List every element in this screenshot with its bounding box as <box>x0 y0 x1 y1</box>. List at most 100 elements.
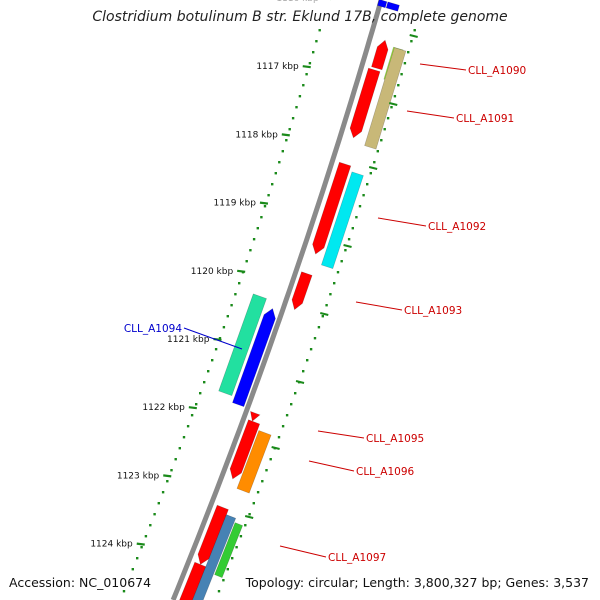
inner-gc-dot <box>305 73 308 76</box>
leader-CLL_A1097 <box>279 545 327 558</box>
gene-label-CLL_A1093[interactable]: CLL_A1093 <box>404 305 462 317</box>
kbp-ticks: 1116 kbp 1117 kbp 1118 kbp 1119 kbp 1120 kbp… <box>90 0 418 550</box>
outer-gc-dot <box>217 590 221 593</box>
inner-gc-dot <box>252 238 256 241</box>
genome-summary-text: Topology: circular; Length: 3,800,327 bp… <box>245 575 589 590</box>
kbp-tick <box>188 406 197 410</box>
kbp-tick <box>237 269 246 273</box>
outer-gc-dot <box>235 546 238 549</box>
outer-tick <box>244 515 254 519</box>
inner-gc-dot <box>312 51 315 54</box>
outer-gc-dot <box>413 29 416 32</box>
inner-gc-dot <box>318 29 321 32</box>
cog-bar-green <box>214 522 243 578</box>
kbp-tick-label: 1122 kbp <box>142 403 185 413</box>
inner-gc-dot <box>218 337 222 340</box>
leader-CLL_A1096 <box>308 460 355 472</box>
inner-gc-dot <box>238 282 241 285</box>
outer-gc-dot <box>231 557 234 560</box>
inner-gc-dot <box>122 590 126 593</box>
outer-gc-dot <box>407 51 410 54</box>
inner-gc-dot <box>178 447 181 450</box>
gc-dot-tracks <box>122 29 416 593</box>
inner-gc-dot <box>230 304 233 307</box>
inner-gc-dot <box>222 326 226 329</box>
inner-gc-dot <box>278 161 281 164</box>
outer-gc-dot <box>386 117 390 120</box>
cds-CLL_A1093 <box>291 271 313 311</box>
outer-gc-dot <box>317 326 321 329</box>
gene-label-CLL_A1094[interactable]: CLL_A1094 <box>124 323 183 335</box>
outer-gc-dot <box>269 458 272 461</box>
feature-tracks <box>179 0 407 600</box>
outer-gc-dot <box>294 392 297 395</box>
inner-gc-dot <box>140 546 143 549</box>
leader-CLL_A1092 <box>377 217 427 227</box>
kbp-tick <box>281 133 290 137</box>
outer-tick <box>320 312 329 316</box>
outer-gc-dot <box>244 524 247 527</box>
outer-gc-dot <box>226 568 229 571</box>
outer-gc-dot <box>366 183 369 186</box>
inner-gc-dot <box>315 40 318 43</box>
outer-gc-dot <box>351 227 354 230</box>
outer-gc-dot <box>321 315 324 318</box>
inner-gc-dot <box>281 150 284 153</box>
inner-gc-dot <box>308 62 312 65</box>
inner-gc-dot <box>186 425 190 428</box>
cds-bottom <box>179 561 207 600</box>
cds-CLL_A1090 <box>371 39 389 71</box>
gene-label-CLL_A1095[interactable]: CLL_A1095 <box>366 433 424 445</box>
outer-gc-dot <box>256 491 260 494</box>
outer-gc-dot <box>403 62 407 65</box>
gene-label-CLL_A1097[interactable]: CLL_A1097 <box>328 552 386 564</box>
inner-gc-dot <box>195 403 198 406</box>
gene-label-CLL_A1091[interactable]: CLL_A1091 <box>456 113 514 125</box>
outer-gc-dot <box>222 579 225 582</box>
inner-gc-dot <box>131 568 134 571</box>
kbp-tick-label: 1123 kbp <box>117 471 160 481</box>
outer-tick <box>368 166 378 170</box>
outer-gc-dot <box>290 403 293 406</box>
cds-CLL_A1092 <box>312 161 352 255</box>
outer-gc-dot <box>344 249 347 252</box>
cog-bar-orange <box>236 430 272 494</box>
outer-gc-dot <box>400 73 403 76</box>
gene-label-CLL_A1096[interactable]: CLL_A1096 <box>356 466 415 478</box>
kbp-tick-label: 1117 kbp <box>256 62 299 72</box>
gene-label-CLL_A1090[interactable]: CLL_A1090 <box>468 65 526 77</box>
accession-text: Accession: NC_010674 <box>9 575 152 590</box>
outer-gc-dot <box>306 359 309 362</box>
kbp-tick-label: 1116 kbp <box>276 0 319 4</box>
inner-gc-dot <box>211 359 214 362</box>
cog-bar-cyan <box>321 171 364 269</box>
outer-gc-dot <box>390 106 393 109</box>
outer-gc-dot <box>313 337 317 340</box>
cds-CLL_A1095 <box>229 419 261 480</box>
outer-gc-dot <box>333 282 336 285</box>
outer-gc-dot <box>336 271 340 274</box>
inner-gc-dot <box>249 249 252 252</box>
inner-gc-dot <box>170 469 173 472</box>
cog-bar-khaki <box>364 47 407 150</box>
inner-gc-dot <box>271 183 274 186</box>
outer-gc-dot <box>265 469 268 472</box>
inner-gc-dot <box>267 194 270 197</box>
outer-gc-dot <box>329 293 332 296</box>
inner-gc-dot <box>136 557 139 560</box>
genome-backbone <box>170 0 384 600</box>
gene-labels[interactable]: CLL_A1090 CLL_A1091 CLL_A1092 CLL_A1093 CLL_… <box>124 63 526 564</box>
inner-gc-dot <box>288 128 291 131</box>
cog-bar-steel <box>192 514 237 600</box>
kbp-tick-label: 1119 kbp <box>214 199 257 209</box>
inner-gc-dot <box>203 381 206 384</box>
kbp-tick-label: 1124 kbp <box>90 540 133 550</box>
inner-gc-dot <box>157 502 160 505</box>
outer-gc-dot <box>358 205 362 208</box>
outer-gc-dot <box>373 161 376 164</box>
outer-tick <box>271 446 280 450</box>
outer-tick <box>343 244 352 248</box>
backbone-line <box>170 0 384 600</box>
leader-CLL_A1094 <box>183 327 243 350</box>
gene-label-CLL_A1092[interactable]: CLL_A1092 <box>428 221 486 233</box>
